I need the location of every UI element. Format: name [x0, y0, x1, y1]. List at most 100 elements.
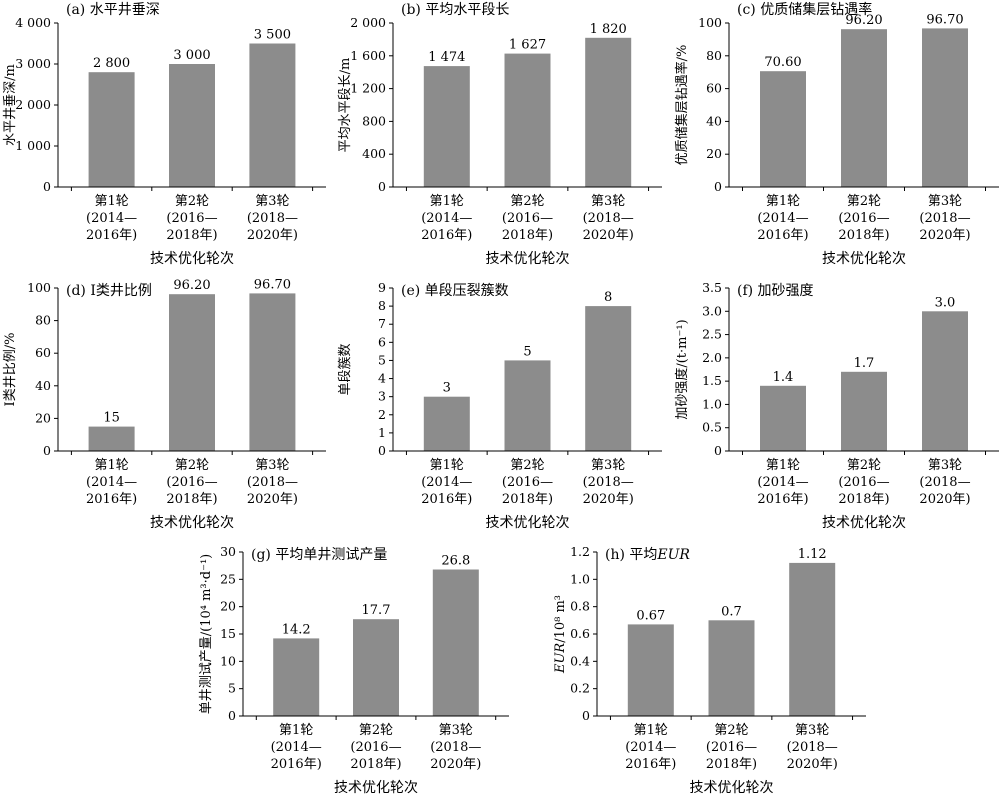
category-label-2-line-3: 2018年): [706, 757, 757, 772]
bar-2: [504, 53, 551, 187]
y-tick-label-4: 4 000: [15, 15, 51, 30]
bar-3: [922, 311, 968, 451]
category-label-3-line-3: 2020年): [430, 757, 481, 772]
bar-3: [585, 306, 632, 451]
category-label-1-line-3: 2016年): [86, 228, 137, 243]
y-axis-label: 加砂强度/(t·m⁻¹): [674, 319, 690, 419]
x-axis-label: 技术优化轮次: [150, 515, 234, 531]
y-tick-label-8: 8: [378, 298, 386, 313]
category-label-2-line-1: 第2轮: [847, 458, 881, 473]
y-tick-label-3: 1.5: [702, 373, 722, 388]
category-label-1-line-2: (2014—: [271, 740, 322, 755]
data-label-2: 17.7: [362, 603, 391, 618]
bar-2: [841, 371, 887, 451]
data-label-1: 1 474: [428, 50, 465, 65]
y-axis-label: 优质储集层钻遇率/%: [674, 45, 690, 166]
category-label-3-line-3: 2020年): [247, 228, 298, 243]
y-axis-label: 单段簇数: [338, 343, 353, 395]
y-tick-label-1: 20: [35, 410, 51, 425]
x-axis-label: 技术优化轮次: [690, 780, 774, 796]
bar-1: [760, 71, 806, 187]
data-label-2: 5: [523, 344, 531, 359]
chart-title: (f) 加砂强度: [737, 283, 814, 299]
y-tick-label-6: 6: [378, 334, 386, 349]
category-label-1-line-3: 2016年): [271, 757, 322, 772]
y-tick-label-0: 0: [714, 443, 722, 458]
chart-panel-e: 3 第1轮 (2014— 2016年) 5 第2轮 (2016— 2018年) 8 第3轮 (201…: [338, 280, 662, 531]
category-label-2-line-3: 2018年): [838, 492, 889, 507]
y-tick-label-0: 0: [378, 443, 386, 458]
chart-title: (g) 平均单井测试产量: [251, 547, 387, 563]
category-label-1-line-2: (2014—: [625, 740, 676, 755]
category-label-1-line-1: 第1轮: [94, 194, 128, 209]
y-tick-label-3: 60: [706, 81, 722, 96]
category-label-3-line-3: 2020年): [919, 492, 970, 507]
y-tick-label-3: 15: [220, 626, 236, 641]
category-label-3-line-2: (2018—: [583, 211, 634, 226]
bar-2: [841, 29, 887, 188]
category-label-2-line-3: 2018年): [502, 492, 553, 507]
category-label-1-line-1: 第1轮: [634, 723, 668, 738]
category-label-1-line-2: (2014—: [421, 475, 472, 490]
bar-2: [504, 360, 551, 451]
category-label-3-line-2: (2018—: [247, 211, 298, 226]
data-label-1: 2 800: [93, 56, 130, 71]
category-label-3-line-3: 2020年): [247, 492, 298, 507]
y-tick-label-4: 0.8: [570, 599, 590, 614]
category-label-2-line-2: (2016—: [502, 475, 553, 490]
data-label-2: 1 627: [509, 38, 546, 53]
bar-2: [169, 294, 215, 451]
category-label-1-line-3: 2016年): [421, 492, 472, 507]
category-label-3-line-1: 第3轮: [928, 194, 962, 209]
chart-panel-b: 1 474 第1轮 (2014— 2016年) 1 627 第2轮 (2016— 2018年)…: [338, 2, 662, 267]
category-label-3-line-1: 第3轮: [591, 194, 625, 209]
chart-panel-d: 15 第1轮 (2014— 2016年) 96.20 第2轮 (2016— 2018年) 96.…: [3, 277, 326, 531]
category-label-1-line-2: (2014—: [421, 211, 472, 226]
category-label-1-line-2: (2014—: [86, 211, 137, 226]
bar-3: [249, 43, 296, 187]
bar-2: [353, 619, 399, 716]
y-tick-label-3: 3: [378, 389, 386, 404]
y-tick-label-5: 100: [27, 280, 51, 295]
category-label-3-line-1: 第3轮: [255, 194, 289, 209]
chart-title: (h) 平均EUR: [605, 547, 690, 563]
y-tick-label-2: 1.0: [702, 396, 722, 411]
category-label-2-line-3: 2018年): [350, 757, 401, 772]
y-axis-label: 平均水平段长/m: [338, 58, 353, 153]
category-label-2-line-3: 2018年): [166, 492, 217, 507]
bar-1: [423, 66, 470, 187]
data-label-3: 1.12: [798, 547, 827, 562]
category-label-3-line-3: 2020年): [583, 492, 634, 507]
chart-title: (c) 优质储集层钻遇率: [737, 1, 872, 18]
data-label-2: 1.7: [854, 356, 875, 371]
category-label-1-line-1: 第1轮: [430, 458, 464, 473]
y-tick-label-1: 5: [228, 681, 236, 696]
y-tick-label-2: 800: [362, 113, 386, 128]
data-label-3: 3.0: [935, 295, 956, 310]
x-axis-label: 技术优化轮次: [822, 251, 906, 267]
y-tick-label-1: 1: [378, 425, 386, 440]
category-label-2-line-2: (2016—: [166, 475, 217, 490]
category-label-3-line-3: 2020年): [919, 228, 970, 243]
category-label-1-line-1: 第1轮: [766, 194, 800, 209]
category-label-2-line-1: 第2轮: [359, 723, 393, 738]
x-axis-label: 技术优化轮次: [486, 251, 570, 267]
category-label-2-line-2: (2016—: [350, 740, 401, 755]
category-label-3-line-3: 2020年): [787, 757, 838, 772]
y-tick-label-0: 0: [378, 179, 386, 194]
y-tick-label-5: 5: [378, 352, 386, 367]
y-tick-label-9: 9: [378, 280, 386, 295]
y-tick-label-3: 3 000: [15, 56, 51, 71]
category-label-3-line-1: 第3轮: [928, 458, 962, 473]
category-label-3-line-1: 第3轮: [439, 723, 473, 738]
category-label-2-line-2: (2016—: [166, 211, 217, 226]
bar-1: [88, 426, 135, 451]
y-tick-label-0: 0: [714, 179, 722, 194]
y-tick-label-4: 20: [220, 599, 236, 614]
category-label-3-line-2: (2018—: [787, 740, 838, 755]
category-label-2-line-1: 第2轮: [847, 194, 881, 209]
category-label-1-line-1: 第1轮: [766, 458, 800, 473]
chart-panel-a: 2 800 第1轮 (2014— 2016年) 3 000 第2轮 (2016— 2018年)…: [3, 2, 326, 267]
category-label-2-line-1: 第2轮: [510, 458, 544, 473]
bar-1: [423, 396, 470, 451]
